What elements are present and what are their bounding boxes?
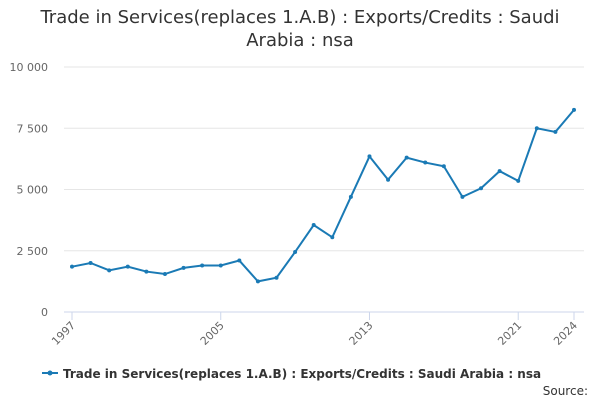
x-tick-label: 1997 (49, 319, 78, 348)
point (107, 268, 112, 273)
legend-label: Trade in Services(replaces 1.A.B) : Expo… (63, 367, 541, 381)
point (386, 177, 391, 182)
point (311, 223, 316, 228)
point (200, 263, 205, 268)
point (404, 155, 409, 160)
point (125, 264, 130, 269)
point (255, 279, 260, 284)
y-tick-label: 2 500 (17, 245, 49, 258)
point (460, 194, 465, 199)
point (218, 263, 223, 268)
point (330, 235, 335, 240)
point (479, 186, 484, 191)
y-tick-label: 10 000 (10, 61, 49, 74)
chart-title: Trade in Services(replaces 1.A.B) : Expo… (40, 7, 560, 51)
x-tick-label: 2005 (198, 319, 227, 348)
x-tick-label: 2024 (551, 319, 580, 348)
point (162, 272, 167, 277)
point (348, 194, 353, 199)
source: Source: (543, 384, 588, 398)
point (553, 129, 558, 134)
point (423, 160, 428, 165)
point (88, 261, 93, 265)
point (293, 249, 298, 254)
y-tick-label: 7 500 (17, 122, 49, 135)
x-tick-label: 2013 (347, 319, 376, 348)
point (70, 264, 74, 269)
point (497, 169, 502, 174)
legend-symbol (47, 370, 53, 376)
y-tick-label: 0 (41, 306, 48, 319)
point (237, 258, 242, 263)
x-tick-label: 2021 (495, 319, 524, 348)
point (181, 265, 186, 270)
point (144, 269, 149, 274)
point (534, 126, 539, 131)
point (367, 154, 372, 159)
point (572, 107, 576, 112)
point (516, 178, 521, 183)
y-tick-label: 5 000 (17, 184, 49, 197)
line (71, 109, 575, 283)
point (441, 164, 446, 169)
point (274, 275, 279, 280)
